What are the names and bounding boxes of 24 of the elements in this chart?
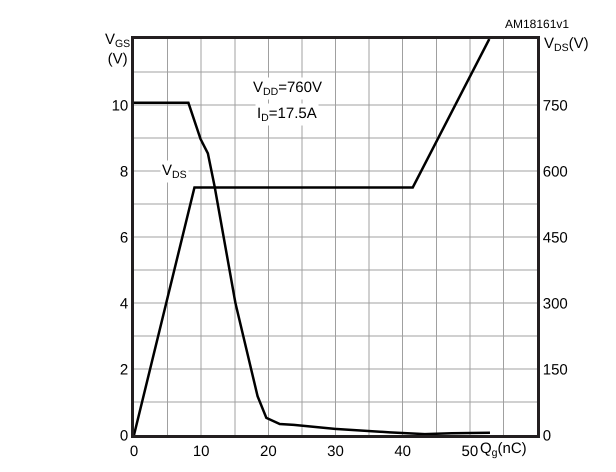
series-label: V$_{DS}$ [162, 162, 187, 182]
y-tick-label: 6 [120, 229, 128, 246]
text: AM18161v1 [505, 17, 570, 31]
x-tick-label: 20 [260, 442, 277, 460]
y-axis-title: V$_{GS}$ (V) [105, 31, 130, 68]
x-tick-label: 30 [327, 442, 344, 460]
y2-tick-label: 0 [542, 427, 552, 444]
y-tick-label: 10 [112, 97, 128, 114]
y-tick-label: 8 [120, 163, 128, 180]
y2-tick-label: 150 [542, 361, 568, 378]
y2-tick-label: 300 [542, 295, 568, 312]
x-tick-label: 40 [394, 442, 412, 460]
x-tick-label: 50 [461, 442, 478, 460]
y-tick-label: 0 [120, 427, 128, 444]
annotation: I$_{D}$=17.5A [257, 105, 317, 124]
x-tick-label: 10 [192, 442, 210, 460]
y-tick-label: 2 [120, 361, 128, 378]
y-tick-label: 4 [120, 295, 128, 312]
x-axis-title: Q$_{g}$(nC) [480, 440, 527, 460]
y2-axis-title: V$_{DS}$(V) [544, 35, 589, 54]
y2-tick-label: 600 [542, 163, 568, 180]
y2-tick-label: 450 [542, 229, 568, 246]
y2-tick-label: 750 [542, 97, 568, 114]
annotation: V$_{DD}$=760V [253, 79, 322, 98]
